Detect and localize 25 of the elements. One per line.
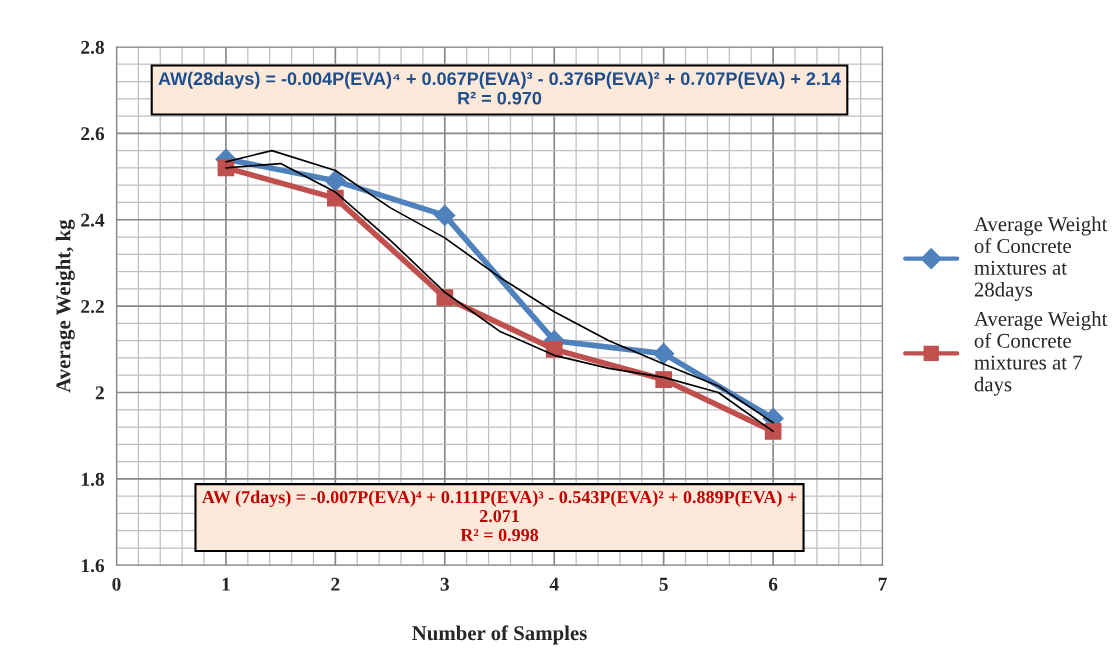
y-tick-label: 1.8 xyxy=(81,472,105,486)
point xyxy=(434,204,456,226)
x-tick-label: 6 xyxy=(768,577,778,591)
x-tick-label: 2 xyxy=(331,577,340,591)
point xyxy=(764,423,782,440)
legend-label: Average Weight of Concrete mixtures at 7 days xyxy=(974,311,1108,396)
y-tick-label: 2.8 xyxy=(81,40,105,54)
y-axis-title: Average Weight, kg xyxy=(55,219,75,393)
y-tick-label: 2.4 xyxy=(81,213,105,227)
point xyxy=(324,170,346,192)
annotation: AW(28days) = -0.004P(EVA)⁴ + 0.067P(EVA)³ - 0.376P(EVA)² + 0.707P(EVA) + 2.14 R² = 0.970 xyxy=(158,71,841,105)
y-tick-label: 1.6 xyxy=(81,559,105,573)
x-axis-title: Number of Samples xyxy=(412,625,587,645)
x-tick-label: 7 xyxy=(878,577,887,591)
x-tick-label: 1 xyxy=(222,577,230,591)
annotation: AW (7days) = -0.007P(EVA)⁴ + 0.111P(EVA)³ - 0.543P(EVA)² + 0.889P(EVA) + 2.071 R² = 0.998 xyxy=(201,490,797,542)
point xyxy=(653,343,675,365)
y-tick-label: 2.2 xyxy=(81,299,104,314)
y-tick-label: 2 xyxy=(95,386,104,400)
y-tick-label: 2.6 xyxy=(81,127,105,141)
legend-label: Average Weight of Concrete mixtures at 28days xyxy=(974,216,1108,301)
x-tick-label: 0 xyxy=(112,577,121,591)
x-tick-label: 5 xyxy=(659,577,668,591)
x-tick-label: 3 xyxy=(440,577,449,591)
x-tick-label: 4 xyxy=(549,577,559,591)
